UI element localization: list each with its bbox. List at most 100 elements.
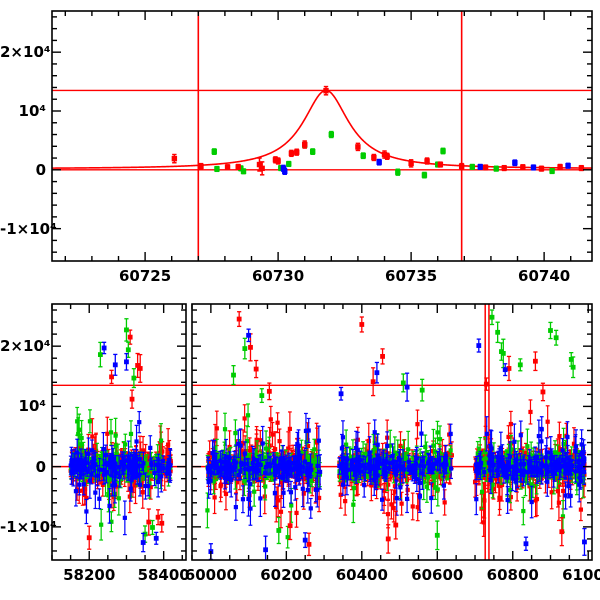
data-point-red	[501, 165, 507, 171]
outlier-point-red	[266, 388, 272, 394]
data-point-green	[244, 470, 249, 476]
data-point-blue	[223, 461, 228, 466]
data-point-blue	[342, 472, 347, 477]
data-point-blue	[265, 461, 270, 467]
outlier-point-red	[109, 374, 114, 380]
data-point-green	[388, 443, 393, 448]
outlier-point-green	[125, 347, 131, 353]
data-point-blue	[422, 464, 427, 469]
data-point-blue	[371, 466, 376, 471]
data-point-blue	[352, 472, 358, 477]
data-point-blue	[93, 490, 98, 495]
data-point-green	[508, 460, 514, 466]
data-point-blue	[166, 460, 171, 465]
outlier-point-red	[155, 514, 161, 520]
data-point-blue	[212, 457, 217, 463]
data-point-green	[435, 430, 440, 435]
axis-ticks	[51, 304, 592, 560]
data-point-green	[289, 503, 294, 508]
outlier-point-red	[146, 519, 152, 525]
data-point-red	[410, 504, 415, 509]
data-point-red	[482, 164, 489, 171]
data-point-blue	[119, 461, 125, 466]
data-point-green	[128, 431, 134, 437]
data-point-red	[415, 422, 420, 427]
data-point-red	[84, 479, 89, 484]
data-point-blue	[511, 472, 516, 477]
data-point-green	[395, 450, 400, 456]
data-point-green	[421, 480, 426, 485]
data-point-green	[105, 475, 110, 480]
data-point-green	[448, 448, 453, 453]
data-point-green	[108, 430, 114, 435]
data-point-green	[115, 456, 121, 461]
data-point-red	[523, 451, 529, 456]
data-point-red	[207, 450, 212, 456]
data-point-blue	[497, 458, 502, 463]
data-point-green	[211, 148, 217, 155]
data-point-blue	[267, 464, 273, 469]
data-point-blue	[548, 455, 553, 460]
data-point-blue	[308, 463, 313, 468]
data-point-blue	[81, 482, 86, 487]
data-point-blue	[221, 465, 227, 470]
data-point-green	[304, 440, 309, 445]
data-point-green	[285, 535, 290, 540]
data-point-red	[287, 426, 292, 431]
data-point-green	[233, 431, 238, 436]
data-point-green	[480, 458, 485, 463]
xtick-label: 60800	[486, 566, 539, 584]
data-point-green	[308, 477, 313, 483]
ytick-label: -1×10⁴	[0, 517, 57, 536]
outlier-point-red	[370, 379, 376, 385]
data-point-blue	[91, 456, 97, 461]
data-point-green	[360, 153, 366, 159]
data-point-blue	[156, 462, 162, 467]
data-point-green	[482, 461, 487, 466]
outlier-point-red	[287, 523, 293, 529]
data-point-blue	[255, 468, 261, 473]
outlier-point-red	[359, 322, 365, 327]
data-point-blue	[532, 467, 537, 472]
data-point-green	[351, 485, 357, 491]
outlier-point-green	[495, 329, 501, 335]
data-point-green	[423, 444, 428, 450]
data-point-blue	[366, 462, 371, 467]
data-point-green	[87, 419, 93, 424]
data-point-red	[555, 489, 561, 494]
data-point-green	[523, 478, 528, 484]
data-point-green	[545, 458, 550, 464]
data-point-blue	[307, 470, 313, 475]
data-point-blue	[250, 461, 255, 466]
data-point-green	[309, 458, 315, 463]
data-point-blue	[566, 484, 571, 489]
data-point-blue	[73, 489, 79, 494]
data-point-blue	[525, 470, 530, 475]
data-point-red	[275, 420, 280, 425]
data-point-blue	[514, 468, 519, 474]
data-point-blue	[506, 460, 511, 465]
data-point-blue	[512, 439, 517, 444]
data-point-green	[528, 482, 533, 487]
data-point-blue	[97, 467, 102, 472]
data-point-blue	[558, 464, 563, 469]
data-point-blue	[297, 462, 302, 467]
data-point-blue	[291, 461, 296, 466]
data-point-blue	[109, 453, 115, 458]
data-point-blue	[89, 472, 94, 477]
data-point-blue	[398, 485, 403, 490]
ytick-label: 10⁴	[18, 397, 46, 416]
data-point-red	[223, 491, 229, 497]
data-point-red	[534, 497, 540, 502]
data-point-blue	[236, 441, 241, 446]
data-point-blue	[565, 163, 571, 169]
outlier-point-red	[385, 536, 391, 542]
data-point-green	[469, 164, 475, 170]
data-point-blue	[484, 431, 489, 436]
data-point-blue	[233, 504, 238, 510]
data-point-red	[386, 482, 391, 487]
data-point-green	[114, 473, 120, 479]
outlier-point-red	[253, 366, 259, 372]
data-point-blue	[560, 457, 566, 462]
data-point-red	[274, 495, 280, 500]
